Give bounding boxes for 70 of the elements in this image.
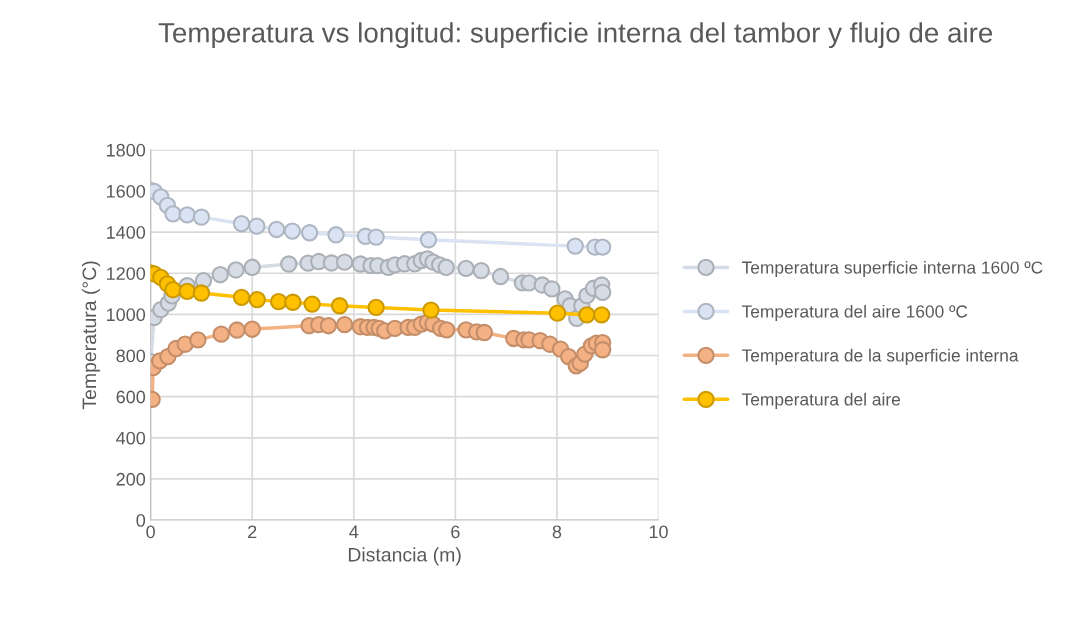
point xyxy=(164,281,182,299)
point xyxy=(243,320,261,338)
legend-label: Temperatura superficie interna 1600 ºC xyxy=(741,260,1043,278)
y-tick-label: 400 xyxy=(116,431,146,445)
point xyxy=(178,206,196,224)
point xyxy=(335,316,354,334)
y-tick-label: 1600 xyxy=(106,184,146,198)
chart-title: Temperatura vs longitud: superficie interna del tambor y flujo de aire xyxy=(158,22,993,49)
point xyxy=(248,290,266,309)
point xyxy=(267,220,286,239)
point xyxy=(592,306,611,324)
x-tick-label: 2 xyxy=(248,525,257,539)
y-tick-label: 0 xyxy=(136,514,146,527)
point xyxy=(593,238,612,256)
point xyxy=(472,261,490,280)
point xyxy=(284,293,302,311)
point xyxy=(178,282,196,301)
point xyxy=(269,292,288,311)
point xyxy=(457,259,475,277)
y-tick-label: 800 xyxy=(116,349,146,363)
point xyxy=(192,208,211,226)
x-axis-title: Distancia (m) xyxy=(348,547,461,566)
point xyxy=(437,258,455,276)
point xyxy=(367,228,385,246)
x-tick-label: 0 xyxy=(146,525,155,539)
point xyxy=(566,237,584,255)
y-tick-label: 200 xyxy=(116,472,146,486)
point xyxy=(243,258,261,276)
point xyxy=(330,297,349,315)
point xyxy=(228,321,246,339)
point xyxy=(593,283,612,302)
y-tick-label: 1400 xyxy=(106,226,146,239)
point xyxy=(283,222,302,240)
point xyxy=(232,215,251,233)
point xyxy=(419,231,438,249)
point xyxy=(211,266,229,284)
point xyxy=(164,205,182,223)
y-axis-title: Temperatura (°C) xyxy=(81,261,101,410)
legend-label: Temperatura del aire 1600 ºC xyxy=(741,304,968,322)
y-tick-label: 1800 xyxy=(106,143,146,157)
point xyxy=(367,298,385,317)
y-tick-label: 600 xyxy=(116,390,146,404)
x-tick-label: 10 xyxy=(649,525,668,539)
x-tick-label: 4 xyxy=(349,525,359,539)
legend-label: Temperatura de la superficie interna xyxy=(741,348,1019,366)
point xyxy=(335,253,354,271)
point xyxy=(212,325,230,343)
point xyxy=(327,226,345,244)
point xyxy=(227,261,245,279)
point xyxy=(192,284,211,302)
x-tick-label: 6 xyxy=(451,525,460,539)
y-tick-label: 1000 xyxy=(106,308,146,322)
point xyxy=(319,317,338,335)
point xyxy=(232,288,251,306)
point xyxy=(189,331,207,349)
point xyxy=(548,304,567,322)
point xyxy=(422,301,440,319)
point xyxy=(248,217,266,235)
point xyxy=(303,295,321,313)
y-tick-label: 1200 xyxy=(106,267,146,280)
point xyxy=(300,224,319,242)
legend-label: Temperatura del aire xyxy=(741,392,901,409)
point xyxy=(475,323,493,342)
point xyxy=(578,306,596,324)
x-tick-label: 8 xyxy=(552,525,562,539)
point xyxy=(438,321,456,339)
point xyxy=(280,255,298,273)
point xyxy=(491,267,510,286)
point xyxy=(593,341,612,359)
point xyxy=(543,280,561,298)
